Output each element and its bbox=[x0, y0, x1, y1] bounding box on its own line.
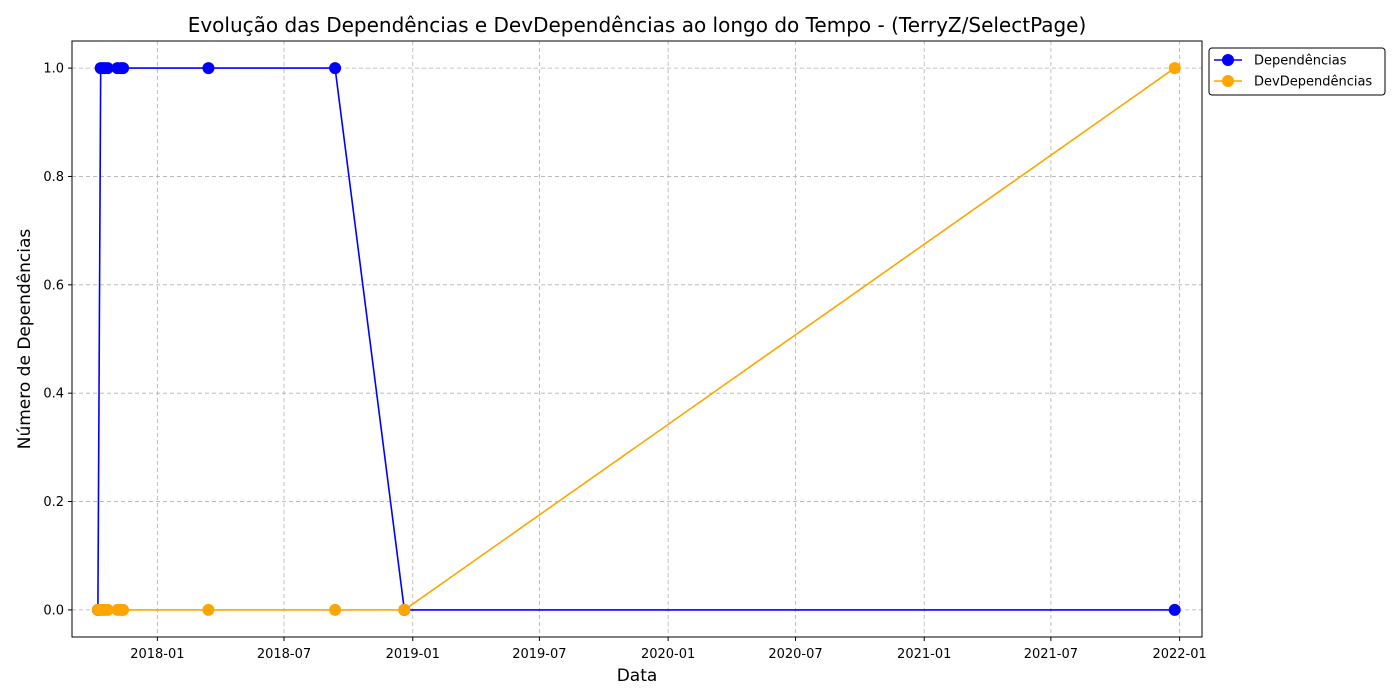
x-tick-label: 2021-01 bbox=[897, 647, 951, 662]
data-point bbox=[329, 62, 342, 75]
legend: Dependências DevDependências bbox=[1208, 47, 1386, 96]
y-tick-label: 0.2 bbox=[43, 495, 64, 510]
legend-marker bbox=[1222, 75, 1234, 87]
series-dependencias bbox=[91, 62, 1181, 616]
legend-label: DevDependências bbox=[1254, 75, 1372, 90]
series-devdependencias bbox=[91, 62, 1181, 616]
tick-layer: 2018-01 2018-07 2019-01 2019-07 2020-01 2020-… bbox=[43, 62, 1206, 662]
y-tick-label: 0.0 bbox=[43, 603, 64, 618]
data-point bbox=[1168, 603, 1181, 616]
y-tick-label: 0.6 bbox=[43, 278, 64, 293]
data-point bbox=[329, 603, 342, 616]
y-tick-label: 0.8 bbox=[43, 170, 64, 185]
y-axis-label: Número de Dependências bbox=[15, 229, 35, 450]
data-point bbox=[398, 603, 411, 616]
x-tick-label: 2020-07 bbox=[768, 647, 822, 662]
legend-item: Dependências bbox=[1214, 54, 1347, 69]
data-point bbox=[101, 62, 114, 75]
y-tick-label: 1.0 bbox=[43, 62, 64, 77]
legend-item: DevDependências bbox=[1214, 75, 1372, 90]
chart-title: Evolução das Dependências e DevDependênc… bbox=[188, 13, 1087, 37]
series-layer bbox=[91, 62, 1181, 616]
x-tick-label: 2022-01 bbox=[1152, 647, 1206, 662]
data-point bbox=[117, 62, 130, 75]
data-point bbox=[1168, 62, 1181, 75]
data-point bbox=[101, 603, 114, 616]
data-point bbox=[117, 603, 130, 616]
x-tick-label: 2019-07 bbox=[512, 647, 566, 662]
legend-marker bbox=[1222, 54, 1234, 66]
legend-box bbox=[1208, 47, 1386, 96]
data-point bbox=[202, 603, 215, 616]
plot-frame bbox=[71, 40, 1203, 638]
y-tick-label: 0.4 bbox=[43, 387, 64, 402]
x-tick-label: 2021-07 bbox=[1024, 647, 1078, 662]
legend-label: Dependências bbox=[1254, 54, 1347, 69]
x-tick-label: 2019-01 bbox=[386, 647, 440, 662]
x-tick-label: 2020-01 bbox=[641, 647, 695, 662]
x-tick-label: 2018-07 bbox=[257, 647, 311, 662]
x-axis-label: Data bbox=[617, 666, 658, 686]
x-tick-label: 2018-01 bbox=[130, 647, 184, 662]
data-point bbox=[202, 62, 215, 75]
